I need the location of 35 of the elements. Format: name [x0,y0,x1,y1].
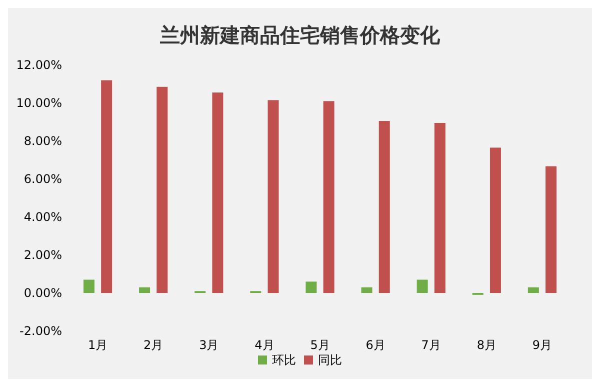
bar [306,282,317,293]
bar [434,122,446,293]
bar [83,280,94,293]
y-tick-label: 0.00% [24,286,62,300]
bar [212,92,224,293]
bar [156,86,168,293]
bar [139,287,150,293]
bar [490,148,501,293]
bar [378,121,390,293]
legend-label: 同比 [318,353,342,367]
bar [528,287,539,293]
bar [323,101,334,293]
y-tick-label: 8.00% [24,134,62,148]
x-tick-label: 3月 [199,338,219,352]
x-tick-label: 8月 [476,338,496,352]
y-tick-label: 12.00% [16,58,62,72]
bar [546,166,557,293]
y-tick-label: 2.00% [24,248,62,262]
bar [416,280,428,293]
x-tick-label: 5月 [310,338,330,352]
y-tick-label: 6.00% [24,172,62,186]
legend-label: 环比 [272,353,296,367]
y-tick-label: 4.00% [24,210,62,224]
y-tick-label: -2.00% [20,324,62,338]
x-tick-label: 9月 [532,338,552,352]
x-tick-label: 2月 [144,338,164,352]
bar [268,100,279,293]
x-tick-label: 4月 [254,338,274,352]
x-tick-label: 7月 [421,338,441,352]
x-tick-label: 6月 [366,338,386,352]
y-tick-label: 10.00% [16,96,62,110]
x-tick-label: 1月 [88,338,108,352]
bar [101,80,112,293]
chart-title: 兰州新建商品住宅销售价格变化 [159,23,441,47]
bar [361,287,372,293]
